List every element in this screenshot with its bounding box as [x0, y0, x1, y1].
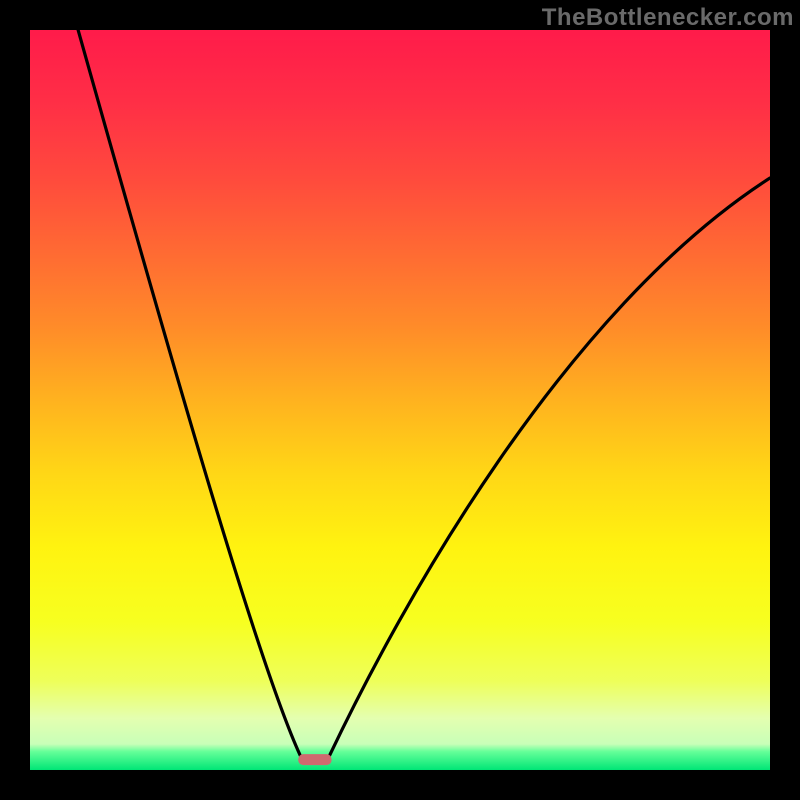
bottleneck-chart-svg	[30, 30, 770, 770]
chart-frame: TheBottlenecker.com	[0, 0, 800, 800]
gradient-background	[30, 30, 770, 770]
optimum-marker	[298, 754, 331, 765]
watermark-text: TheBottlenecker.com	[542, 4, 794, 32]
plot-area	[30, 30, 770, 770]
